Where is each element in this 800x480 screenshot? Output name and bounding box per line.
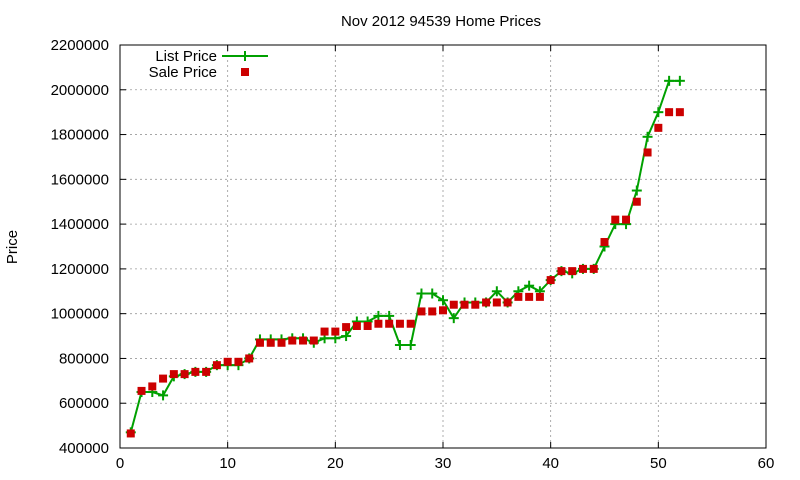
- y-tick-label: 400000: [59, 440, 109, 457]
- sale-price-point: [417, 307, 426, 316]
- sale-price-point: [557, 267, 566, 276]
- list-price-point: [394, 340, 405, 351]
- sale-price-point: [137, 386, 146, 395]
- list-price-point: [405, 340, 416, 351]
- sale-price-point: [234, 357, 243, 366]
- list-price-point: [384, 310, 395, 321]
- sale-price-point: [352, 321, 361, 330]
- y-tick-label: 600000: [59, 395, 109, 412]
- sale-price-point: [169, 370, 178, 379]
- list-price-point: [524, 280, 535, 291]
- sale-price-point: [320, 327, 329, 336]
- x-tick-label: 10: [219, 455, 236, 472]
- sale-price-point: [191, 367, 200, 376]
- x-tick-label: 0: [116, 455, 124, 472]
- x-tick-label: 40: [542, 455, 559, 472]
- y-tick-label: 2200000: [51, 37, 109, 54]
- sale-price-point: [460, 300, 469, 309]
- x-tick-label: 20: [327, 455, 344, 472]
- sale-price-point: [535, 292, 544, 301]
- y-tick-label: 2000000: [51, 82, 109, 99]
- legend-label-list-price: List Price: [155, 48, 217, 65]
- sale-price-point: [245, 354, 254, 363]
- sale-price-point: [395, 319, 404, 328]
- list-price-point: [664, 75, 675, 86]
- y-tick-label: 1600000: [51, 171, 109, 188]
- sale-price-point: [159, 374, 168, 383]
- sale-price-point: [277, 338, 286, 347]
- list-price-point: [416, 288, 427, 299]
- list-price-point: [427, 288, 438, 299]
- sale-price-point: [611, 215, 620, 224]
- list-price-point: [491, 286, 502, 297]
- sale-price-point: [589, 264, 598, 273]
- sale-price-point: [546, 276, 555, 285]
- sale-price-point: [654, 123, 663, 132]
- sale-price-point: [578, 264, 587, 273]
- sale-price-point: [374, 319, 383, 328]
- list-price-point: [158, 390, 169, 401]
- sale-price-point: [600, 238, 609, 247]
- sale-price-point: [212, 361, 221, 370]
- sale-price-point: [180, 370, 189, 379]
- sale-price-point: [568, 267, 577, 276]
- sale-price-point: [503, 298, 512, 307]
- list-price-point: [653, 107, 664, 118]
- sale-price-point: [309, 336, 318, 345]
- y-tick-label: 1400000: [51, 216, 109, 233]
- sale-price-point: [439, 306, 447, 315]
- sale-price-point: [266, 338, 275, 347]
- y-tick-label: 800000: [59, 350, 109, 367]
- x-tick-label: 50: [650, 455, 667, 472]
- list-price-point: [631, 185, 642, 196]
- sale-price-point: [363, 321, 372, 330]
- sale-price-point: [482, 298, 491, 307]
- sale-price-point: [643, 148, 652, 157]
- sale-price-point: [148, 382, 157, 391]
- sale-price-point: [622, 215, 631, 224]
- sale-price-point: [428, 307, 437, 316]
- sale-price-point: [492, 298, 501, 307]
- y-tick-label: 1000000: [51, 306, 109, 323]
- y-tick-label: 1200000: [51, 261, 109, 278]
- list-price-point: [674, 75, 685, 86]
- series-layer: [125, 75, 685, 438]
- list-price-point: [373, 310, 384, 321]
- sale-price-point: [255, 338, 264, 347]
- legend-swatch-sale-price: [241, 68, 249, 76]
- axes-layer: 0 10 20 30 40 50 60 400000 600000 800000 1000000 12…: [51, 37, 775, 472]
- sale-price-point: [223, 357, 232, 366]
- sale-price-point: [288, 336, 297, 345]
- sale-price-point: [632, 197, 641, 206]
- sale-price-point: [342, 323, 351, 332]
- sale-price-point: [126, 429, 135, 438]
- list-price-point: [642, 131, 653, 142]
- grid-layer: [120, 45, 766, 448]
- sale-price-point: [406, 319, 415, 328]
- sale-price-point: [665, 108, 674, 117]
- sale-price-point: [385, 319, 394, 328]
- sale-price-point: [299, 336, 308, 345]
- list-price-point: [448, 313, 459, 324]
- sale-price-point: [525, 292, 534, 301]
- sale-price-point: [449, 300, 458, 309]
- legend-label-sale-price: Sale Price: [149, 64, 217, 81]
- list-price-line: [129, 79, 680, 433]
- list-price-point: [341, 331, 352, 342]
- chart-title: Nov 2012 94539 Home Prices: [341, 13, 541, 30]
- sale-price-point: [471, 300, 480, 309]
- sale-price-point: [202, 367, 211, 376]
- sale-price-point: [675, 108, 684, 117]
- y-axis-label: Price: [4, 230, 21, 264]
- sale-price-point: [514, 292, 523, 301]
- list-price-point: [438, 295, 448, 306]
- sale-price-point: [331, 327, 340, 336]
- y-tick-label: 1800000: [51, 127, 109, 144]
- x-tick-label: 30: [435, 455, 452, 472]
- x-tick-label: 60: [758, 455, 775, 472]
